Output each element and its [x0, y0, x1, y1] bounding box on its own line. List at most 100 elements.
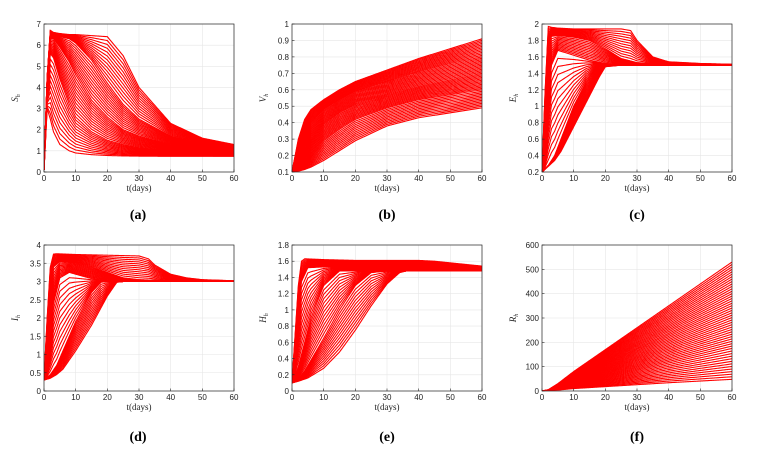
x-tick-label: 60	[478, 174, 487, 183]
y-axis-label: Rh	[508, 314, 520, 324]
y-tick-label: 100	[526, 363, 540, 372]
x-tick-label: 60	[728, 174, 737, 183]
chart-panel-b: 0 10 20 30 40 50 60 0.1 0.2 0.3 0.4 0.5 0.6 0.7 0.8 0.9…	[258, 20, 487, 223]
series-line	[292, 64, 482, 172]
y-tick-label: 0.9	[278, 36, 290, 45]
y-tick-label: 0.5	[278, 102, 290, 111]
x-tick-label: 40	[664, 174, 673, 183]
series-line	[292, 63, 482, 172]
series-line	[292, 44, 482, 172]
x-tick-label: 50	[696, 393, 705, 402]
y-tick-label: 1.6	[528, 53, 540, 62]
series-line	[292, 93, 482, 172]
x-tick-label: 50	[696, 174, 705, 183]
series-group	[292, 258, 482, 384]
series-line	[292, 101, 482, 172]
series-line	[292, 48, 482, 172]
y-tick-label: 0.8	[528, 119, 540, 128]
x-tick-label: 20	[351, 393, 360, 402]
y-tick-label: 1.2	[278, 290, 290, 299]
series-line	[292, 96, 482, 172]
y-tick-label: 1.8	[528, 36, 540, 45]
x-axis-label: t(days)	[127, 402, 152, 412]
series-line	[292, 53, 482, 172]
x-tick-label: 10	[569, 174, 578, 183]
series-line	[292, 99, 482, 172]
x-tick-label: 50	[198, 393, 207, 402]
series-group	[542, 25, 732, 172]
x-tick-label: 10	[319, 393, 328, 402]
series-line	[292, 67, 482, 172]
x-tick-label: 0	[42, 174, 47, 183]
series-line	[292, 81, 482, 172]
x-tick-label: 20	[351, 174, 360, 183]
y-axis-label: Vh	[258, 94, 270, 103]
chart-panel-f: 0 10 20 30 40 50 600100200300400500600t(days)R…	[508, 241, 737, 445]
series-line	[292, 89, 482, 172]
y-tick-label: 3	[37, 105, 42, 114]
y-axis-label: Hh	[258, 313, 270, 324]
series-line	[292, 45, 482, 172]
series-line	[292, 50, 482, 172]
y-tick-label: 1.6	[278, 257, 290, 266]
y-tick-label: 4	[37, 241, 42, 250]
x-tick-label: 20	[103, 174, 112, 183]
series-line	[292, 75, 482, 172]
y-tick-label: 0.8	[278, 322, 290, 331]
x-tick-label: 60	[728, 393, 737, 402]
x-tick-label: 30	[135, 174, 144, 183]
y-tick-label: 300	[526, 314, 540, 323]
series-line	[292, 47, 482, 172]
series-group	[44, 253, 234, 381]
x-tick-label: 0	[290, 393, 295, 402]
y-tick-label: 0.6	[278, 338, 290, 347]
y-tick-label: 0.1	[278, 168, 290, 177]
x-axis-label: t(days)	[625, 402, 650, 412]
series-line	[292, 51, 482, 172]
y-tick-label: 1	[285, 20, 290, 29]
series-line	[292, 90, 482, 172]
series-line	[542, 64, 732, 172]
x-tick-label: 30	[383, 393, 392, 402]
y-tick-label: 400	[526, 290, 540, 299]
panel-caption: (e)	[379, 430, 395, 445]
x-tick-label: 30	[633, 174, 642, 183]
panel-caption: (d)	[129, 430, 146, 445]
series-line	[292, 82, 482, 172]
y-tick-label: 1.2	[528, 86, 540, 95]
series-line	[292, 72, 482, 172]
chart-panel-d: 0 10 20 30 40 50 60 0 0.5 1 1.5 2 2.5 3 3.5 4 t(days) Ih (…	[10, 241, 239, 445]
x-axis-label: t(days)	[375, 402, 400, 412]
series-line	[292, 87, 482, 172]
series-line	[292, 85, 482, 172]
y-tick-label: 0.2	[278, 371, 290, 380]
y-tick-label: 6	[37, 41, 42, 50]
x-tick-label: 40	[664, 393, 673, 402]
series-line	[292, 83, 482, 172]
chart-panel-a: 0 10 20 30 40 50 60 0 1 2 3 4 5 6 7 t(days) Sh (a)	[10, 20, 239, 223]
x-tick-label: 20	[601, 174, 610, 183]
x-tick-label: 60	[478, 393, 487, 402]
y-tick-label: 1	[37, 147, 42, 156]
y-tick-label: 0.5	[30, 369, 42, 378]
series-line	[44, 280, 234, 381]
series-line	[292, 59, 482, 172]
y-tick-label: 2	[37, 314, 42, 323]
y-tick-label: 1.5	[30, 332, 42, 341]
series-group	[542, 261, 732, 391]
y-axis-label: Ih	[10, 315, 22, 322]
y-tick-label: 5	[37, 62, 42, 71]
series-line	[292, 41, 482, 172]
series-line	[292, 42, 482, 172]
x-tick-label: 50	[446, 174, 455, 183]
series-line	[292, 57, 482, 172]
panel-caption: (a)	[130, 208, 147, 223]
series-line	[292, 107, 482, 172]
y-tick-label: 0.6	[278, 86, 290, 95]
x-axis-label: t(days)	[127, 183, 152, 193]
y-tick-label: 0.2	[528, 168, 540, 177]
series-line	[292, 95, 482, 172]
series-line	[292, 86, 482, 172]
y-tick-label: 4	[37, 83, 42, 92]
